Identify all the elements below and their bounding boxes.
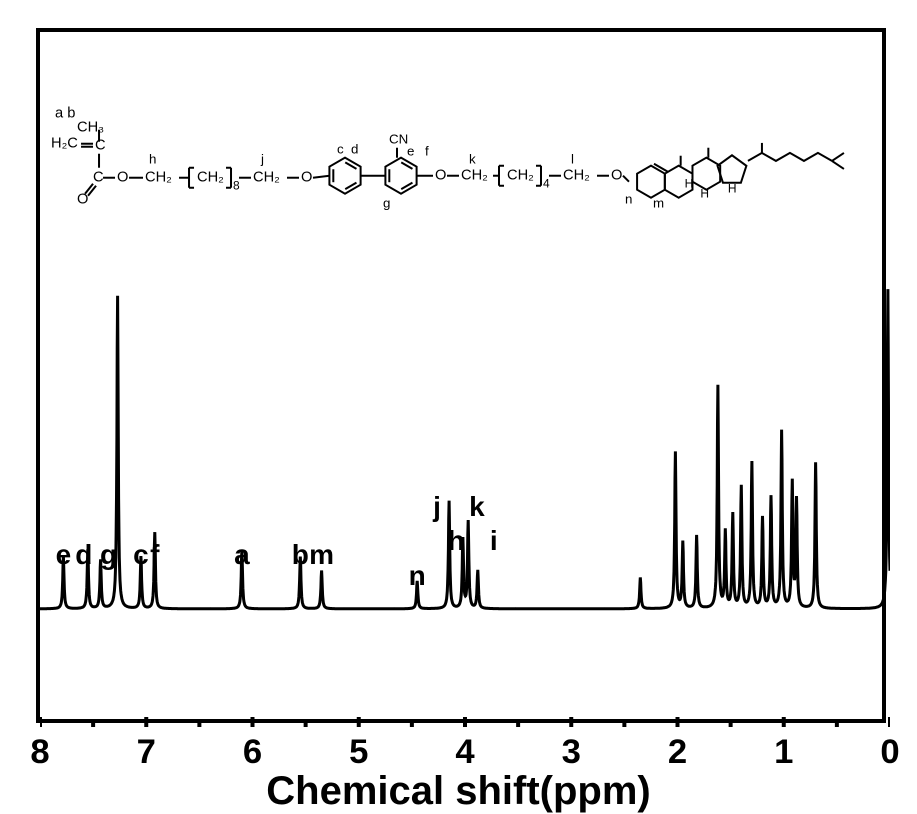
svg-text:H: H: [727, 181, 736, 195]
x-tick-label: 5: [349, 733, 368, 772]
peak-label-i: i: [490, 525, 498, 557]
peak-label-f: f: [150, 539, 159, 571]
peak-label-k: k: [469, 491, 485, 523]
molecule-svg: a bCH₃H₂CCCOOCH₂h†CH₂8CH₂jOcdCNgeOfCH₂kC…: [49, 67, 874, 248]
svg-text:n: n: [624, 191, 631, 206]
svg-text:j: j: [260, 151, 264, 166]
svg-text:a b: a b: [55, 105, 75, 121]
peak-label-m: m: [309, 539, 334, 571]
svg-text:e: e: [407, 143, 414, 158]
nmr-figure: a bCH₃H₂CCCOOCH₂h†CH₂8CH₂jOcdCNgeOfCH₂kC…: [0, 0, 917, 809]
peak-label-c: c: [133, 539, 149, 571]
svg-text:CH₂: CH₂: [253, 169, 280, 185]
svg-text:CH₂: CH₂: [506, 167, 533, 183]
x-tick-label: 8: [30, 733, 49, 772]
x-tick-label: 0: [880, 733, 899, 772]
svg-text:h: h: [149, 151, 156, 166]
svg-text:H: H: [700, 186, 709, 200]
svg-text:d: d: [351, 141, 358, 156]
x-tick-label: 4: [455, 733, 474, 772]
svg-text:f: f: [425, 143, 429, 158]
peak-label-e: e: [56, 539, 72, 571]
svg-text:g: g: [383, 195, 390, 210]
x-axis-label: Chemical shift(ppm): [0, 769, 917, 814]
svg-text:CH₂: CH₂: [145, 169, 172, 185]
svg-text:O: O: [435, 167, 446, 183]
svg-text:4: 4: [542, 176, 549, 190]
svg-text:m: m: [652, 195, 663, 210]
x-tick-label: 1: [774, 733, 793, 772]
peak-label-n: n: [409, 560, 426, 592]
svg-text:8: 8: [233, 178, 240, 192]
svg-text:l: l: [570, 151, 573, 166]
svg-text:C: C: [95, 137, 106, 153]
svg-text:CH₂: CH₂: [197, 169, 224, 185]
peak-label-d: d: [75, 539, 92, 571]
svg-text:CH₂: CH₂: [461, 167, 488, 183]
svg-text:C: C: [93, 169, 104, 185]
svg-text:O: O: [117, 169, 128, 185]
svg-text:c: c: [337, 141, 344, 156]
molecule-structure: a bCH₃H₂CCCOOCH₂h†CH₂8CH₂jOcdCNgeOfCH₂kC…: [49, 67, 874, 248]
x-tick-label: 2: [668, 733, 687, 772]
x-tick-label: 3: [562, 733, 581, 772]
svg-text:H₂C: H₂C: [51, 135, 78, 151]
peak-label-b: b: [292, 539, 309, 571]
x-tick-label: 7: [137, 733, 156, 772]
plot-frame: a bCH₃H₂CCCOOCH₂h†CH₂8CH₂jOcdCNgeOfCH₂kC…: [36, 28, 886, 723]
svg-text:CH₃: CH₃: [77, 119, 104, 135]
svg-text:O: O: [77, 191, 88, 207]
svg-text:CN: CN: [389, 131, 408, 146]
svg-text:O: O: [301, 169, 312, 185]
x-tick-label: 6: [243, 733, 262, 772]
peak-label-j: j: [433, 491, 441, 523]
svg-text:k: k: [468, 151, 475, 166]
peak-label-a: a: [234, 539, 250, 571]
svg-text:H: H: [684, 176, 693, 190]
peak-label-g: g: [100, 539, 117, 571]
svg-text:CH₂: CH₂: [562, 167, 589, 183]
peak-label-h: h: [448, 525, 465, 557]
svg-text:O: O: [610, 167, 621, 183]
